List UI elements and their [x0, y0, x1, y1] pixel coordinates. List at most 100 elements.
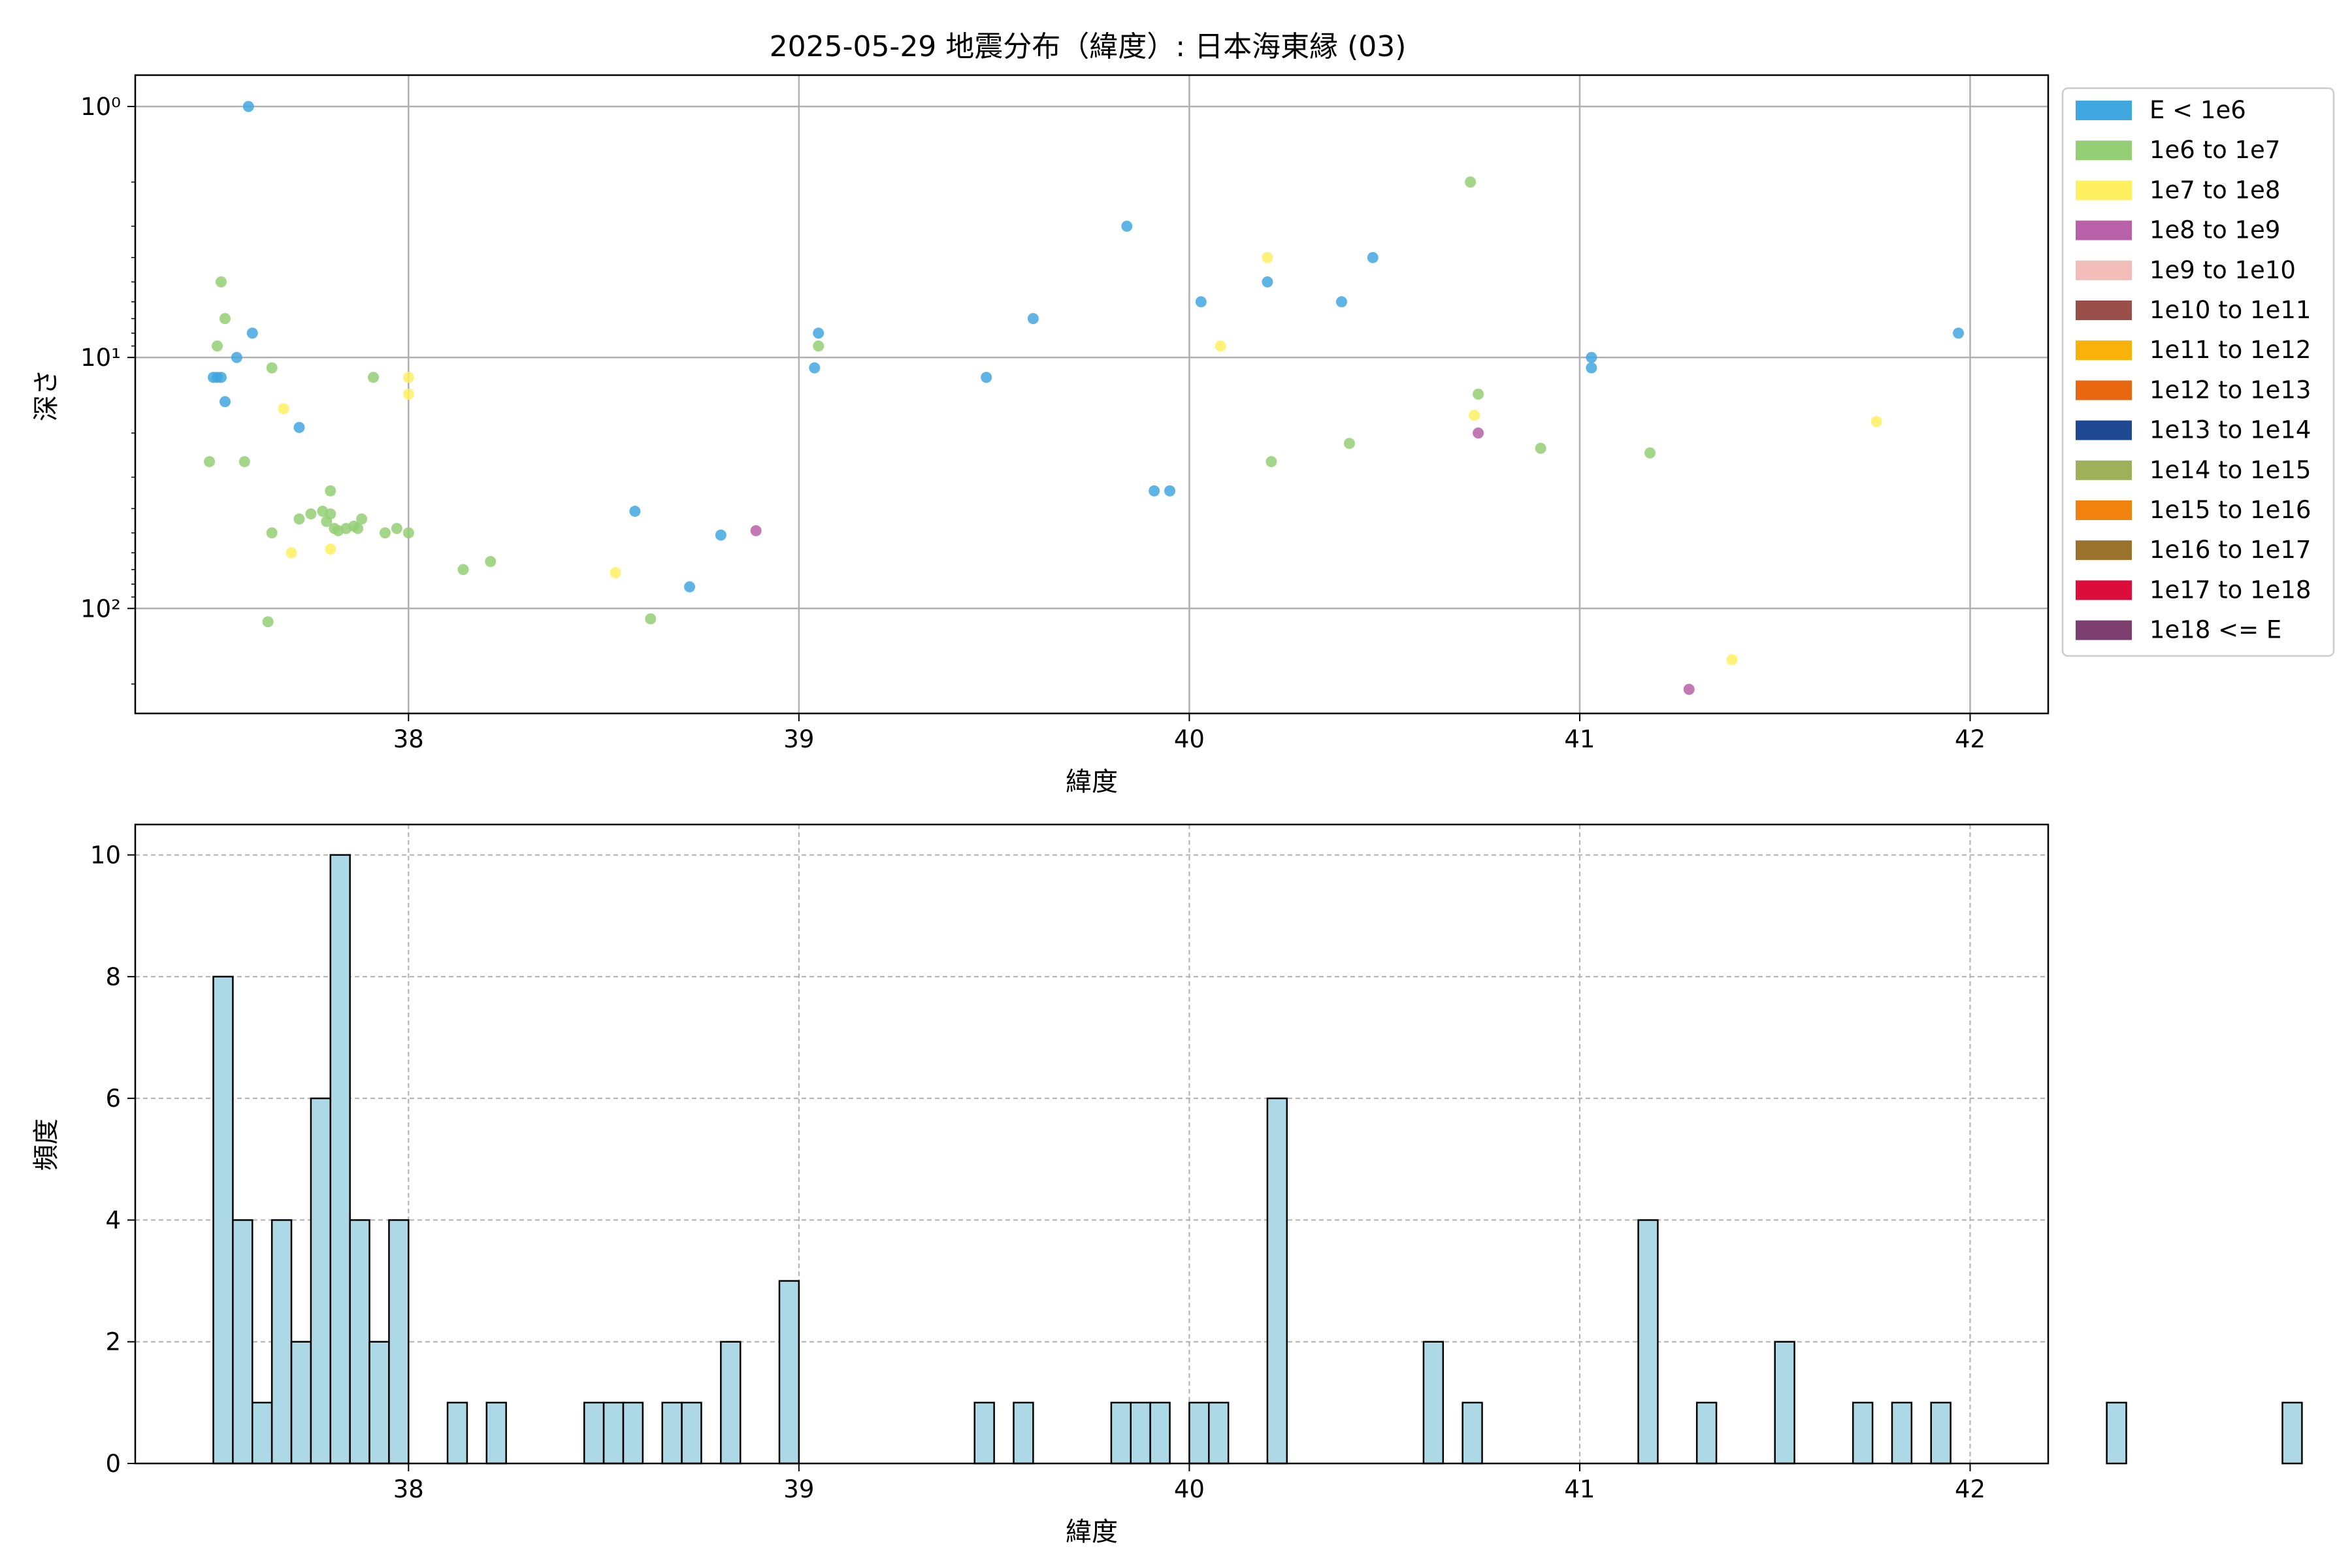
- scatter-point: [321, 515, 333, 527]
- legend-label: 1e15 to 1e16: [2149, 496, 2311, 524]
- legend-swatch: [2076, 580, 2132, 600]
- scatter-point: [1215, 340, 1226, 352]
- histogram-bar: [1130, 1401, 1151, 1465]
- scatter-point: [1262, 276, 1273, 288]
- legend-swatch: [2076, 620, 2132, 640]
- legend-label: 1e16 to 1e17: [2149, 536, 2311, 564]
- scatter-point: [402, 527, 414, 539]
- histogram-bar: [2281, 1401, 2303, 1465]
- legend-swatch: [2076, 340, 2132, 361]
- legend-swatch: [2076, 140, 2132, 161]
- histogram-bar: [681, 1401, 702, 1465]
- scatter-point: [231, 351, 242, 363]
- scatter-point: [368, 372, 380, 384]
- scatter-point: [211, 340, 223, 352]
- scatter-x-tick-label: 39: [783, 725, 814, 753]
- histogram-bar: [349, 1219, 370, 1465]
- scatter-point: [262, 616, 274, 628]
- histogram-bar: [2106, 1401, 2127, 1465]
- histogram-bar: [1149, 1401, 1171, 1465]
- histogram-bar: [583, 1401, 605, 1465]
- histogram-bar: [1013, 1401, 1034, 1465]
- scatter-point: [402, 372, 414, 384]
- histogram-bars: [212, 854, 2303, 1465]
- histogram-bar: [1637, 1219, 1659, 1465]
- scatter-point: [1586, 362, 1597, 374]
- scatter-x-ticks: 38 39 40 41 42: [393, 713, 1985, 753]
- legend-swatch: [2076, 500, 2132, 520]
- scatter-point: [329, 523, 340, 534]
- histogram-bar: [720, 1341, 742, 1465]
- legend-label: 1e7 to 1e8: [2149, 176, 2280, 204]
- scatter-point: [610, 567, 621, 579]
- scatter-point: [219, 313, 231, 325]
- scatter-point: [325, 543, 336, 555]
- histogram-bar: [1774, 1341, 1795, 1465]
- histogram-bar: [1208, 1401, 1230, 1465]
- histogram-bar: [232, 1219, 253, 1465]
- scatter-point: [1473, 427, 1484, 439]
- legend-label: 1e18 <= E: [2149, 616, 2281, 644]
- scatter-x-tick-label: 42: [1955, 725, 1985, 753]
- scatter-point: [684, 581, 696, 593]
- legend-frame: [2061, 87, 2335, 657]
- histogram-x-tick-label: 42: [1955, 1475, 1985, 1503]
- scatter-point: [242, 101, 254, 112]
- scatter-point: [1586, 351, 1597, 363]
- scatter-points: [204, 101, 1965, 695]
- scatter-point: [402, 388, 414, 400]
- legend-label: 1e14 to 1e15: [2149, 456, 2311, 484]
- histogram-axes-frame: [134, 823, 2050, 1465]
- histogram-y-ticks: 0 2 4 6 8 10: [90, 841, 135, 1478]
- histogram-bar: [270, 1219, 293, 1465]
- scatter-point: [715, 529, 727, 541]
- scatter-point: [1343, 438, 1355, 449]
- scatter-point: [1266, 456, 1277, 468]
- legend-swatch: [2076, 101, 2132, 120]
- histogram-bar: [661, 1401, 683, 1465]
- legend-swatch: [2076, 180, 2132, 201]
- scatter-point: [356, 513, 368, 525]
- legend-swatch: [2076, 380, 2132, 400]
- scatter-point: [391, 523, 402, 534]
- scatter-y-tick-label: 10⁰: [80, 93, 121, 121]
- scatter-point: [1465, 176, 1477, 188]
- histogram-x-ticks: 38 39 40 41 42: [393, 1463, 1985, 1503]
- scatter-point: [1726, 654, 1738, 666]
- legend-label: 1e9 to 1e10: [2149, 256, 2296, 284]
- scatter-point: [246, 327, 258, 339]
- scatter-point: [325, 485, 336, 497]
- scatter-point: [293, 513, 305, 525]
- histogram-bar: [1266, 1097, 1288, 1465]
- histogram-bar: [485, 1401, 507, 1465]
- legend-label: 1e8 to 1e9: [2149, 216, 2280, 244]
- legend-swatch: [2076, 420, 2132, 440]
- histogram-bar: [1852, 1401, 1874, 1465]
- histogram-bar: [252, 1401, 273, 1465]
- scatter-point: [1469, 410, 1480, 421]
- histogram-bar: [1930, 1401, 1952, 1465]
- scatter-point: [215, 276, 227, 288]
- scatter-point: [293, 421, 305, 433]
- histogram-bar: [446, 1401, 468, 1465]
- histogram-bar: [622, 1401, 644, 1465]
- scatter-point: [1535, 442, 1546, 454]
- histogram-x-tick-label: 39: [783, 1475, 814, 1503]
- histogram-bar: [778, 1280, 800, 1465]
- scatter-point: [1644, 447, 1656, 459]
- legend-swatch: [2076, 260, 2132, 280]
- scatter-point: [286, 547, 297, 559]
- scatter-point: [813, 340, 825, 352]
- legend-label: E < 1e6: [2149, 96, 2246, 124]
- histogram-bar: [212, 975, 234, 1465]
- legend-label: 1e6 to 1e7: [2149, 136, 2280, 164]
- scatter-point: [981, 372, 992, 384]
- histogram-bar: [1422, 1341, 1445, 1465]
- scatter-grid: [135, 75, 2048, 713]
- scatter-point: [266, 362, 278, 374]
- histogram-x-tick-label: 40: [1174, 1475, 1205, 1503]
- scatter-point: [1367, 252, 1379, 263]
- legend-label: 1e13 to 1e14: [2149, 416, 2311, 444]
- scatter-point: [219, 396, 231, 408]
